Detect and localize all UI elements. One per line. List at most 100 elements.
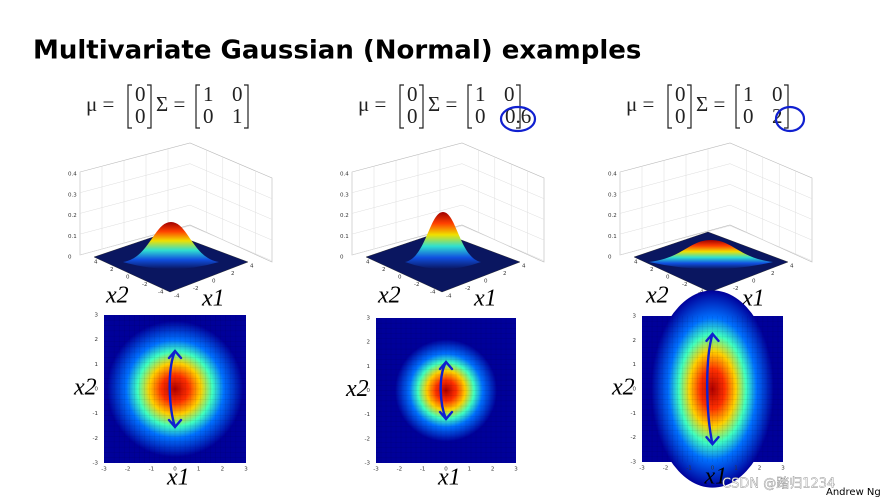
z-tick-label: 0.4 [340, 172, 349, 178]
heat-y-tick-label: -2 [365, 436, 370, 442]
heat-x-tick-label: 1 [734, 466, 738, 472]
heat-x-tick-label: 1 [197, 467, 201, 473]
x2-tick-label: 0 [398, 275, 402, 281]
heat-y-tick-label: -2 [93, 436, 98, 442]
z-tick-label: 0.2 [340, 213, 349, 219]
mu-entry: 0 [135, 104, 146, 128]
sigma-entry: 1 [232, 104, 243, 128]
heat-x-tick-label: 0 [711, 466, 715, 472]
z-tick-label: 0.3 [68, 192, 77, 198]
heat-y-tick-label: 3 [367, 316, 371, 322]
x2-tick-label: -2 [682, 282, 687, 288]
heat-x-tick-label: -1 [149, 467, 154, 473]
heat-y-tick-label: -3 [93, 461, 99, 467]
box-grid [619, 163, 731, 193]
box-grid [619, 184, 731, 214]
watermark: CSDN @踏归1234 [722, 477, 835, 492]
z-tick-label: 0.1 [340, 234, 349, 240]
x1-axis-label: x1 [201, 286, 225, 312]
heat-y-tick-label: 0 [367, 388, 371, 394]
surface-bump [123, 222, 219, 269]
heat-y-tick-label: 3 [633, 314, 637, 320]
bracket [127, 84, 132, 129]
x1-tick-label: 0 [212, 279, 216, 285]
sigma-entry: 0 [504, 82, 515, 106]
heat-x-tick-label: 0 [173, 467, 177, 473]
heat-x-tick-label: 2 [221, 467, 225, 473]
heat-y-tick-label: 3 [95, 313, 99, 319]
x2-tick-label: 4 [94, 260, 98, 266]
box-grid [189, 225, 273, 262]
heat-x2-label: x2 [345, 376, 369, 402]
mu-label: μ = [626, 92, 654, 116]
heat-y-tick-label: 2 [367, 340, 371, 346]
heat-y-tick-label: 2 [95, 337, 99, 343]
x1-tick-label: -4 [446, 294, 452, 300]
sigma-entry: 0 [743, 104, 754, 128]
x2-tick-label: 2 [650, 267, 654, 273]
heat-y-tick-label: 1 [367, 364, 371, 370]
heatmap-density [651, 290, 774, 488]
heat-y-tick-label: -3 [631, 460, 637, 466]
sigma-label: Σ = [696, 92, 725, 116]
heat-x-tick-label: 1 [468, 467, 472, 473]
heat-x-tick-label: -1 [420, 467, 425, 473]
x1-tick-label: 4 [522, 264, 526, 270]
heat-x-tick-label: -2 [125, 467, 130, 473]
x1-tick-label: 0 [484, 279, 488, 285]
sigma-entry: 1 [743, 82, 754, 106]
x1-tick-label: 2 [231, 271, 235, 277]
x1-tick-label: 4 [790, 264, 794, 270]
x2-tick-label: -2 [414, 282, 419, 288]
box-grid [619, 204, 731, 235]
box-grid [79, 184, 191, 214]
z-tick-label: 0.3 [340, 192, 349, 198]
heat-y-tick-label: 1 [95, 362, 99, 368]
mu-entry: 0 [675, 104, 686, 128]
sigma-entry: 0 [772, 82, 783, 106]
heat-x2-label: x2 [611, 375, 635, 401]
box-grid [351, 184, 463, 214]
sigma-label: Σ = [156, 92, 185, 116]
sigma-entry: 1 [203, 82, 214, 106]
box-grid [461, 204, 545, 241]
x2-tick-label: -4 [430, 290, 436, 296]
box-grid [729, 204, 813, 241]
heat-y-tick-label: 2 [633, 338, 637, 344]
x2-tick-label: 2 [382, 267, 386, 273]
x2-axis-label: x2 [377, 283, 401, 309]
slide-title: Multivariate Gaussian (Normal) examples [33, 36, 641, 66]
box-grid [461, 225, 545, 262]
x2-tick-label: -2 [142, 282, 147, 288]
x2-tick-label: 0 [666, 275, 670, 281]
z-tick-label: 0.4 [68, 172, 77, 178]
heat-x2-label: x2 [73, 375, 97, 401]
bracket [687, 84, 692, 129]
z-tick-label: 0 [340, 255, 344, 261]
box-grid [79, 204, 191, 235]
heat-x-tick-label: 2 [491, 467, 495, 473]
mu-entry: 0 [675, 82, 686, 106]
heat-x-tick-label: 2 [758, 466, 762, 472]
annotation-circle [774, 105, 806, 133]
bracket [419, 84, 424, 129]
x2-tick-label: 4 [366, 260, 370, 266]
sigma-entry: 0 [475, 104, 486, 128]
x1-tick-label: -2 [465, 286, 470, 292]
sigma-entry: 1 [475, 82, 486, 106]
heat-x-tick-label: -2 [397, 467, 402, 473]
heat-y-tick-label: -1 [631, 411, 636, 417]
box-grid [729, 225, 813, 262]
x2-axis-label: x2 [645, 283, 669, 309]
surface-bump [405, 212, 481, 269]
heat-x1-label: x1 [166, 465, 190, 491]
sigma-entry: 0 [203, 104, 214, 128]
heat-y-tick-label: 0 [95, 387, 99, 393]
sigma-entry: 0 [232, 82, 243, 106]
box-grid [729, 163, 813, 199]
heat-x1-label: x1 [437, 465, 461, 491]
z-tick-label: 0 [608, 255, 612, 261]
z-tick-label: 0.1 [608, 234, 617, 240]
